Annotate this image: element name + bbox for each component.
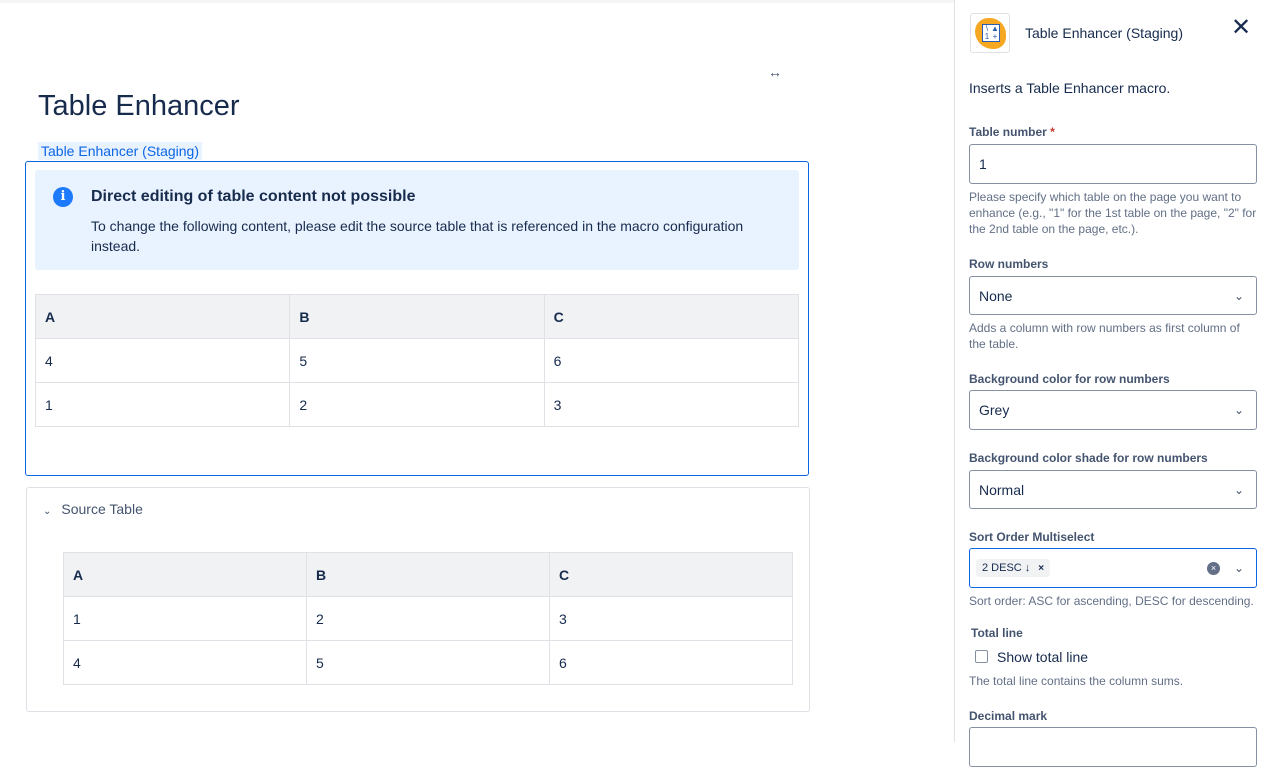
table-number-help: Please specify which table on the page y… bbox=[969, 190, 1257, 236]
chevron-down-icon: ⌄ bbox=[43, 506, 52, 517]
table-cell: 4 bbox=[63, 640, 307, 685]
show-total-line-label[interactable]: Show total line bbox=[997, 649, 1089, 665]
chevron-down-icon: ⌄ bbox=[1233, 482, 1244, 497]
info-icon: i bbox=[53, 187, 73, 207]
top-bar bbox=[0, 0, 1266, 3]
table-cell: 5 bbox=[289, 338, 545, 383]
bg-shade-label: Background color shade for row numbers bbox=[969, 451, 1208, 465]
app-logo: \ ▲ 1 + bbox=[970, 13, 1010, 53]
info-title: Direct editing of table content not poss… bbox=[91, 188, 416, 205]
bg-shade-select[interactable]: Normal ⌄ bbox=[969, 470, 1257, 509]
total-line-help: The total line contains the column sums. bbox=[969, 674, 1184, 688]
table-cell: 1 bbox=[63, 596, 307, 641]
table-number-input[interactable]: 1 bbox=[969, 144, 1257, 184]
bg-color-select[interactable]: Grey ⌄ bbox=[969, 390, 1257, 430]
panel-title: Table Enhancer (Staging) bbox=[1025, 25, 1183, 41]
column-header: C bbox=[549, 552, 793, 597]
column-header: A bbox=[63, 552, 307, 597]
chevron-down-icon[interactable]: ⌄ bbox=[1233, 561, 1244, 575]
info-body: To change the following content, please … bbox=[91, 218, 744, 254]
table-cell: 3 bbox=[549, 596, 793, 641]
column-header: B bbox=[306, 552, 550, 597]
column-header: C bbox=[543, 294, 800, 339]
table-cell: 5 bbox=[306, 640, 550, 685]
clear-icon[interactable]: × bbox=[1207, 561, 1220, 575]
column-header: B bbox=[289, 294, 545, 339]
row-numbers-help: Adds a column with row numbers as first … bbox=[969, 321, 1240, 351]
table-cell: 6 bbox=[543, 338, 800, 383]
sort-order-multiselect[interactable]: 2 DESC ↓ × × ⌄ bbox=[969, 548, 1257, 588]
column-header: A bbox=[34, 294, 291, 339]
table-cell: 3 bbox=[543, 382, 800, 427]
remove-tag-icon[interactable]: × bbox=[1038, 563, 1045, 574]
sort-order-help: Sort order: ASC for ascending, DESC for … bbox=[969, 594, 1254, 608]
chevron-down-icon: ⌄ bbox=[1233, 403, 1244, 417]
decimal-mark-input[interactable] bbox=[969, 727, 1257, 767]
table-cell: 2 bbox=[306, 596, 550, 641]
sort-order-label: Sort Order Multiselect bbox=[969, 530, 1095, 544]
show-total-line-checkbox[interactable] bbox=[975, 650, 988, 663]
panel-description: Inserts a Table Enhancer macro. bbox=[969, 80, 1171, 96]
macro-editor-box[interactable] bbox=[25, 161, 809, 476]
source-table-toggle[interactable]: ⌄ Source Table bbox=[43, 501, 143, 517]
source-table-label: Source Table bbox=[61, 501, 143, 517]
source-table-section: ⌄ Source Table bbox=[26, 487, 810, 712]
table-number-label: Table number * bbox=[969, 125, 1055, 139]
expand-width-icon[interactable]: ↔ bbox=[768, 64, 782, 80]
macro-label[interactable]: Table Enhancer (Staging) bbox=[38, 142, 202, 160]
bg-color-label: Background color for row numbers bbox=[969, 372, 1170, 386]
row-numbers-label: Row numbers bbox=[969, 257, 1049, 271]
sort-tag: 2 DESC ↓ × bbox=[976, 559, 1051, 577]
info-panel: i Direct editing of table content not po… bbox=[35, 170, 799, 270]
decimal-mark-label: Decimal mark bbox=[969, 709, 1048, 723]
close-icon[interactable]: ✕ bbox=[1231, 14, 1252, 41]
page-title: Table Enhancer bbox=[38, 90, 240, 122]
table-cell: 1 bbox=[34, 382, 291, 427]
macro-config-panel: \ ▲ 1 + Table Enhancer (Staging) ✕ Inserts … bbox=[954, 0, 1266, 767]
total-line-label: Total line bbox=[971, 626, 1023, 640]
row-numbers-select[interactable]: None ⌄ bbox=[969, 276, 1257, 315]
table-cell: 6 bbox=[549, 640, 793, 685]
chevron-down-icon: ⌄ bbox=[1233, 288, 1244, 303]
table-cell: 2 bbox=[289, 382, 545, 427]
table-cell: 4 bbox=[34, 338, 291, 383]
